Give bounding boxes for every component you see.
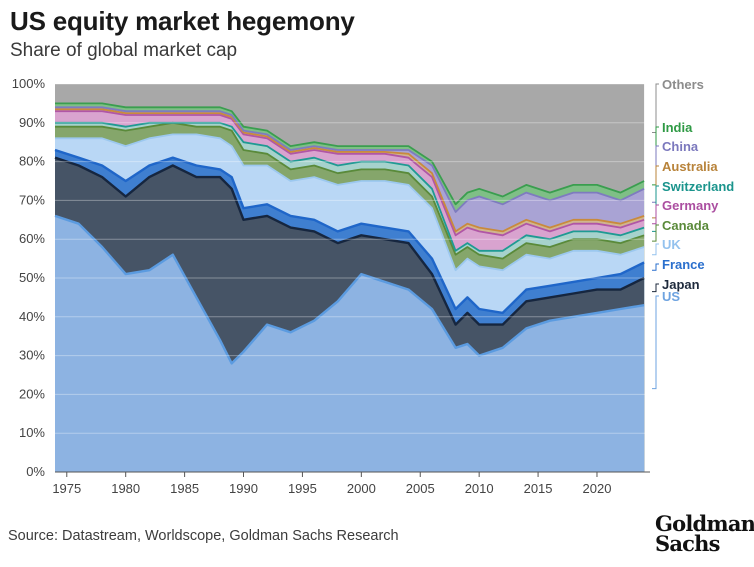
legend-connector-others (652, 83, 659, 133)
x-tick-label: 2010 (465, 481, 494, 496)
legend-label-us: US (662, 289, 680, 304)
area-us (55, 215, 645, 472)
x-tick-label: 2015 (524, 481, 553, 496)
logo-line-1: Goldman (655, 511, 754, 536)
legend-label-uk: UK (662, 237, 681, 252)
y-tick-label: 80% (19, 154, 45, 169)
legend-label-switzerland: Switzerland (662, 179, 734, 194)
y-tick-label: 10% (19, 425, 45, 440)
line-australia (55, 108, 645, 233)
line-china (55, 106, 645, 213)
legend-connector-germany (652, 204, 659, 225)
legend-label-japan: Japan (662, 277, 700, 292)
line-japan (54, 156, 645, 326)
line-switzerland (55, 121, 645, 252)
legend-label-others: Others (662, 77, 704, 92)
y-tick-label: 100% (12, 76, 46, 91)
x-tick-label: 1995 (288, 481, 317, 496)
x-tick-label: 1985 (170, 481, 199, 496)
y-tick-label: 50% (19, 270, 45, 285)
legend-label-france: France (662, 257, 705, 272)
x-tick-label: 1990 (229, 481, 258, 496)
line-uk (55, 133, 645, 272)
legend-label-canada: Canada (662, 218, 710, 233)
legend-connector-france (652, 263, 659, 271)
y-tick-label: 60% (19, 231, 45, 246)
line-us (54, 214, 645, 365)
x-tick-label: 1975 (52, 481, 81, 496)
source-note: Source: Datastream, Worldscope, Goldman … (8, 528, 399, 544)
logo-line-2: Sachs (655, 531, 720, 556)
y-tick-label: 20% (19, 386, 45, 401)
goldman-sachs-logo: Goldman Sachs (655, 511, 754, 556)
x-tick-label: 2005 (406, 481, 435, 496)
y-tick-label: 0% (26, 464, 45, 479)
y-tick-label: 90% (19, 115, 45, 130)
legend-connector-uk (652, 243, 659, 256)
legend-label-australia: Australia (662, 159, 718, 174)
legend-connector-us (652, 295, 659, 390)
chart-subtitle: Share of global market cap (10, 40, 238, 61)
legend-label-china: China (662, 139, 699, 154)
legend-connector-canada (652, 224, 659, 242)
line-india (55, 102, 645, 206)
chart-title: US equity market hegemony (10, 6, 355, 36)
legend-label-india: India (662, 120, 693, 135)
y-tick-label: 70% (19, 192, 45, 207)
y-tick-label: 30% (19, 348, 45, 363)
x-tick-label: 1980 (111, 481, 140, 496)
line-canada (55, 121, 645, 260)
legend-connector-japan (652, 283, 659, 293)
legend-label-germany: Germany (662, 198, 719, 213)
stacked-area-chart: 0% 10% 20% 30% 40% 50% 60% 70% 80% 90% 100% 1975 198… (12, 76, 735, 496)
line-germany (55, 110, 645, 237)
x-tick-label: 2000 (347, 481, 376, 496)
y-tick-label: 40% (19, 309, 45, 324)
line-france (54, 148, 645, 315)
x-tick-label: 2020 (583, 481, 612, 496)
